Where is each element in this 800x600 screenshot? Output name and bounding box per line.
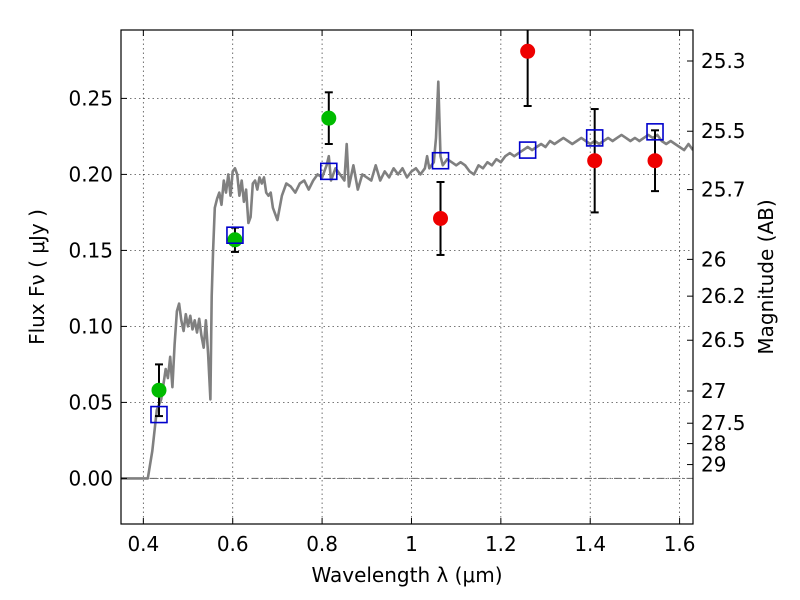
- model-photometry-point: [150, 405, 168, 424]
- x-tick-label: 0.6: [217, 532, 249, 556]
- y2-tick-label: 26.2: [701, 284, 746, 308]
- model-photometry-point: [319, 162, 338, 181]
- y-tick-label: 0.25: [68, 86, 113, 110]
- x-tick-label: 1: [405, 532, 418, 556]
- y-tick-label: 0.15: [68, 238, 113, 262]
- y2-tick-label: 27.5: [701, 411, 746, 435]
- model-spectrum-line: [121, 80, 693, 480]
- observed-nir-point: [520, 43, 536, 59]
- x-tick-label: 1.4: [574, 532, 606, 556]
- y-tick-label: 0.05: [68, 390, 113, 414]
- y2-tick-label: 26: [701, 247, 726, 271]
- model-photometry-point: [585, 129, 604, 147]
- observed-optical-point: [321, 110, 337, 126]
- grid: [121, 30, 693, 524]
- plot-frame: [120, 29, 694, 525]
- y-tick-label: 0.20: [68, 162, 113, 186]
- observed-nir-point: [647, 153, 663, 169]
- model-spectrum-layer: [121, 80, 693, 480]
- y2-tick-label: 26.5: [701, 328, 746, 352]
- x-tick-label: 0.4: [127, 532, 159, 556]
- y2-axis-label: Magnitude (AB): [754, 199, 778, 354]
- y-tick-label: 0.00: [68, 466, 113, 490]
- y2-tick-label: 29: [701, 453, 726, 477]
- observed-optical-point: [227, 232, 243, 248]
- y2-tick-label: 27: [701, 379, 726, 403]
- ticks-layer: 0.4 0.6 0.8 1 1.2 1.4 1.6 0.00 0.05 0.10 0.15 0.20 0…: [68, 30, 746, 556]
- model-photometry-point: [518, 141, 537, 159]
- y-tick-label: 0.10: [68, 314, 113, 338]
- observed-optical-point: [151, 382, 167, 398]
- x-tick-label: 1.2: [485, 532, 517, 556]
- y2-tick-label: 28: [701, 432, 726, 456]
- x-axis-label: Wavelength λ (μm): [311, 563, 502, 587]
- x-tick-label: 0.8: [306, 532, 338, 556]
- observed-nir-point: [587, 153, 603, 169]
- model-photometry-point: [646, 123, 664, 141]
- data-points-layer: [150, 30, 664, 424]
- x-tick-label: 1.6: [664, 532, 696, 556]
- y-axis-label: Flux Fν ( μJy ): [25, 209, 49, 345]
- y2-tick-label: 25.5: [701, 119, 746, 143]
- y2-tick-label: 25.3: [701, 49, 746, 73]
- plot-background: [121, 30, 693, 524]
- model-photometry-point: [431, 151, 450, 170]
- observed-nir-point: [433, 210, 449, 226]
- model-photometry-point: [226, 226, 244, 244]
- y2-tick-label: 25.7: [701, 178, 746, 202]
